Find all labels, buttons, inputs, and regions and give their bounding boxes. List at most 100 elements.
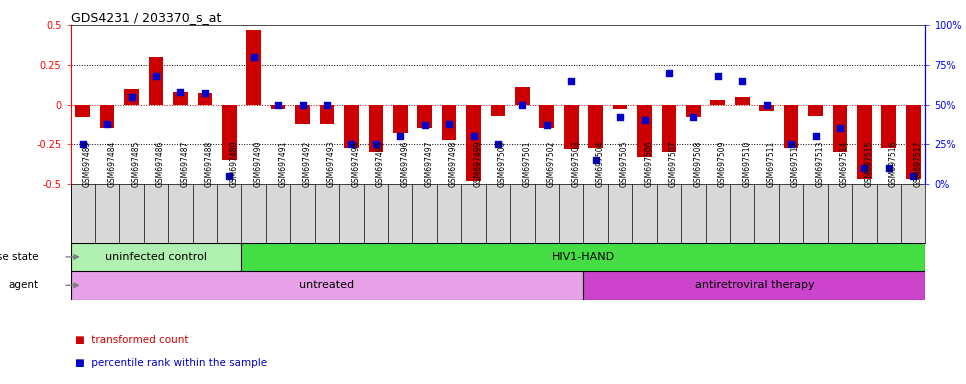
Point (637, 118, 652, 124)
Bar (344, 104, 358, 147)
Point (441, 121, 457, 127)
Bar (75, 104, 90, 118)
Bar (906, 104, 921, 179)
Bar (686, 104, 700, 118)
Point (563, 78, 579, 84)
Bar (320, 104, 334, 124)
Text: GSM697488: GSM697488 (205, 141, 213, 187)
Text: GSM697485: GSM697485 (131, 141, 141, 187)
Text: ■  transformed count: ■ transformed count (75, 335, 188, 345)
Text: GSM697484: GSM697484 (107, 141, 116, 187)
Point (734, 78, 750, 84)
Point (417, 122, 433, 128)
Point (149, 73, 164, 79)
Text: GSM697514: GSM697514 (839, 141, 849, 187)
Bar (491, 104, 505, 116)
Bar (710, 100, 725, 104)
Text: GDS4231 / 203370_s_at: GDS4231 / 203370_s_at (71, 11, 221, 24)
Bar (441, 104, 457, 140)
Text: GSM697515: GSM697515 (865, 141, 873, 187)
Point (246, 54, 262, 60)
Text: GSM697496: GSM697496 (400, 141, 410, 187)
Bar (296, 104, 310, 124)
Point (75, 141, 91, 147)
Text: GSM697491: GSM697491 (278, 141, 287, 187)
Point (857, 165, 872, 171)
Text: GSM697513: GSM697513 (815, 141, 825, 187)
Bar (173, 92, 187, 104)
Point (710, 73, 725, 79)
Bar (515, 87, 529, 104)
Text: GSM697490: GSM697490 (254, 141, 263, 187)
Text: GSM697507: GSM697507 (668, 141, 678, 187)
Text: GSM697510: GSM697510 (742, 141, 752, 187)
Text: HIV1-HAND: HIV1-HAND (552, 252, 615, 262)
Bar (583, 271, 925, 300)
Bar (564, 104, 579, 149)
Bar (735, 97, 750, 104)
Bar (809, 104, 823, 116)
Text: GSM697487: GSM697487 (181, 141, 189, 187)
Point (686, 114, 701, 121)
Text: agent: agent (9, 280, 39, 290)
Bar (467, 104, 481, 181)
Text: uninfected control: uninfected control (105, 252, 207, 262)
Text: GSM697498: GSM697498 (449, 141, 458, 187)
Bar (783, 104, 799, 147)
Bar (539, 104, 554, 129)
Point (783, 141, 799, 147)
Bar (246, 30, 261, 104)
Bar (881, 104, 896, 147)
Point (124, 94, 139, 100)
Bar (393, 104, 408, 133)
Bar (662, 104, 676, 152)
Text: GSM697505: GSM697505 (620, 141, 629, 187)
Bar (857, 104, 871, 179)
Bar (242, 243, 925, 271)
Point (515, 101, 530, 108)
Text: GSM697495: GSM697495 (376, 141, 384, 187)
Point (539, 122, 554, 128)
Text: GSM697497: GSM697497 (425, 141, 434, 187)
Point (221, 173, 237, 179)
Point (319, 101, 335, 108)
Text: GSM697512: GSM697512 (791, 141, 800, 187)
Point (808, 133, 823, 139)
Bar (99, 104, 115, 129)
Point (344, 141, 359, 147)
Point (466, 133, 481, 139)
Text: GSM697508: GSM697508 (694, 141, 702, 187)
Point (295, 101, 310, 108)
Text: GSM697511: GSM697511 (767, 141, 776, 187)
Text: GSM697503: GSM697503 (571, 141, 581, 187)
Bar (638, 104, 652, 157)
Bar (417, 104, 432, 129)
Bar (71, 271, 583, 300)
Point (759, 101, 775, 108)
Text: GSM697489: GSM697489 (229, 141, 239, 187)
Text: GSM697502: GSM697502 (547, 141, 555, 187)
Point (905, 173, 921, 179)
Bar (833, 104, 847, 152)
Point (612, 114, 628, 121)
Text: GSM697493: GSM697493 (327, 141, 336, 187)
Point (270, 101, 286, 108)
Bar (222, 104, 237, 160)
Text: GSM697506: GSM697506 (644, 141, 654, 187)
Point (832, 126, 848, 132)
Point (173, 89, 188, 95)
Bar (125, 89, 139, 104)
Point (661, 70, 676, 76)
Bar (368, 104, 384, 152)
Text: GSM697486: GSM697486 (156, 141, 165, 187)
Point (588, 157, 604, 163)
Text: GSM697499: GSM697499 (473, 141, 483, 187)
Point (392, 133, 408, 139)
Bar (588, 104, 603, 147)
Point (197, 90, 213, 96)
Text: ■  percentile rank within the sample: ■ percentile rank within the sample (75, 358, 268, 368)
Text: GSM697517: GSM697517 (913, 141, 923, 187)
Point (99, 121, 115, 127)
Text: GSM697483: GSM697483 (83, 141, 92, 187)
Bar (759, 104, 774, 111)
